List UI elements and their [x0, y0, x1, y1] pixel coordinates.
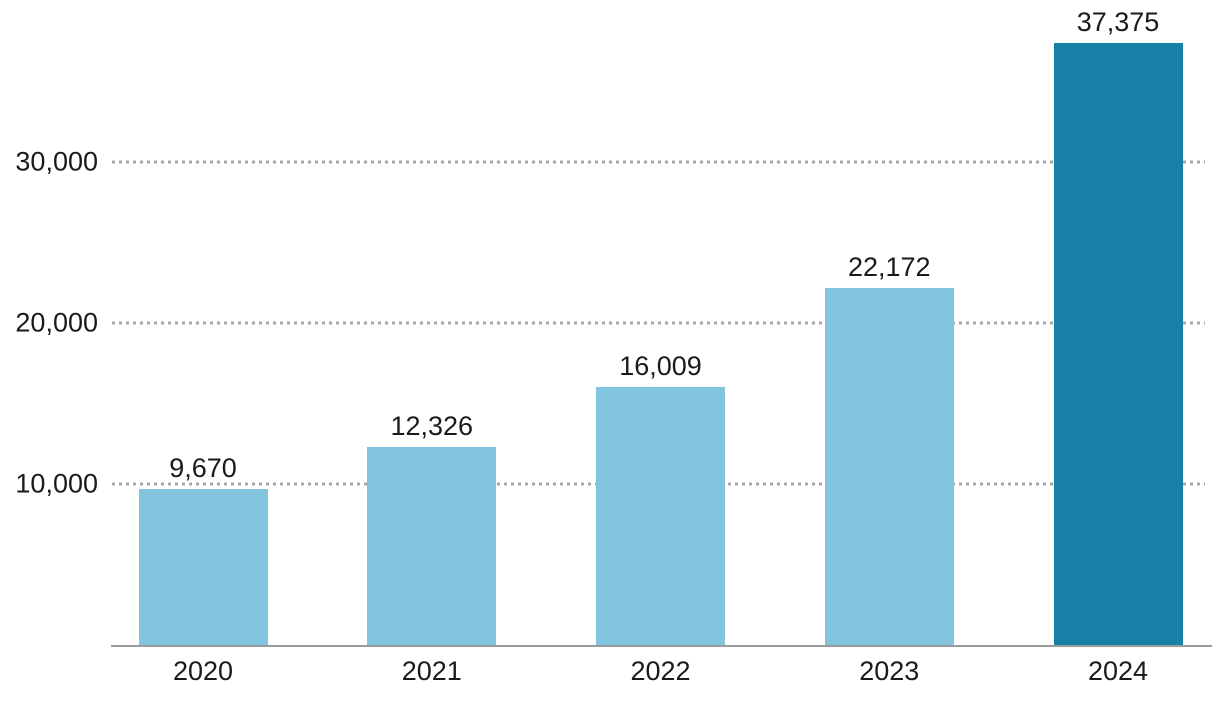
bar-2024 [1053, 43, 1183, 645]
y-tick-label: 10,000 [15, 468, 98, 499]
bar-value-label: 22,172 [847, 252, 931, 283]
x-axis-label: 2024 [1087, 656, 1149, 686]
bar-2022 [596, 387, 725, 645]
bar-value-label: 12,326 [390, 410, 474, 441]
bar-2023 [824, 288, 954, 645]
bar-value-label: 16,009 [619, 351, 702, 382]
gridline [112, 160, 1205, 164]
gridline [112, 321, 1205, 325]
bar-2020 [138, 489, 268, 645]
bar-value-label: 37,375 [1076, 7, 1160, 38]
x-axis-label: 2023 [859, 656, 920, 686]
y-tick-label: 20,000 [15, 307, 98, 338]
x-axis-label: 2022 [630, 656, 691, 686]
x-axis-line [111, 645, 1212, 647]
x-axis-label: 2021 [401, 656, 462, 686]
y-tick-label: 30,000 [15, 146, 98, 177]
bar-2021 [367, 446, 497, 645]
bar-value-label: 9,670 [169, 453, 237, 484]
x-axis-label: 2020 [172, 656, 234, 686]
